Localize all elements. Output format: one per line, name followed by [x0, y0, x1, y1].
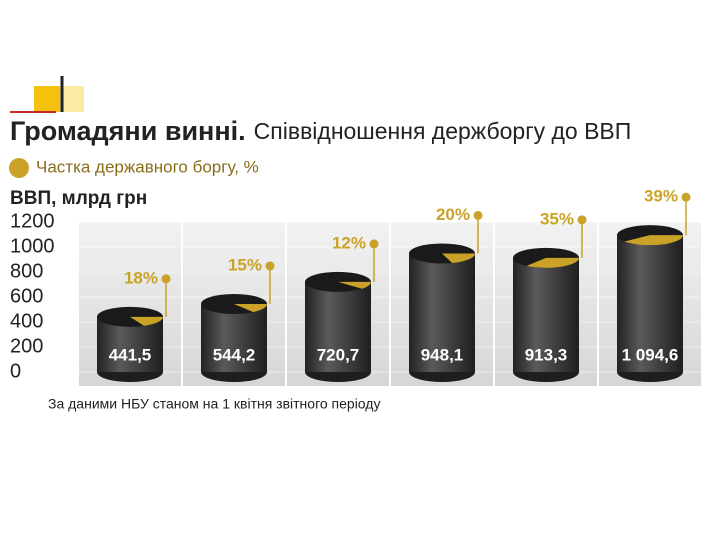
bar [305, 281, 371, 372]
y-tick-label: 1200 [10, 210, 55, 232]
value-label: 913,3 [525, 345, 568, 364]
bar [617, 235, 683, 372]
share-label: 12% [332, 233, 366, 252]
legend-label: Частка державного боргу, % [36, 157, 259, 176]
share-wedge [130, 316, 163, 326]
logo [10, 76, 84, 113]
value-label: 441,5 [109, 345, 152, 364]
leader-dot [681, 192, 691, 202]
share-label: 35% [540, 209, 574, 228]
bar [409, 253, 475, 372]
share-wedge [338, 281, 371, 289]
y-tick-label: 800 [10, 260, 43, 282]
y-tick-label: 0 [10, 360, 21, 382]
value-label: 948,1 [421, 345, 464, 364]
share-label: 15% [228, 255, 262, 274]
chart-title: Громадяни винні. Співвідношення держборгу… [10, 116, 631, 146]
bar [513, 257, 579, 372]
value-label: 1 094,6 [622, 345, 679, 364]
leader-dot [577, 215, 587, 225]
title: Громадяни винні. [10, 116, 246, 146]
share-label: 39% [644, 187, 678, 206]
share-label: 18% [124, 268, 158, 287]
share-wedge [624, 235, 683, 246]
leader-dot [369, 239, 379, 249]
bar [201, 303, 267, 372]
y-tick-label: 200 [10, 335, 43, 357]
subtitle: Співвідношення держборгу до ВВП [254, 118, 632, 144]
share-wedge [526, 257, 579, 268]
leader-dot [473, 210, 483, 220]
value-label: 720,7 [317, 345, 360, 364]
source: За даними НБУ станом на 1 квітня звітног… [48, 396, 380, 412]
share-label: 20% [436, 205, 470, 224]
leader-dot [161, 274, 171, 284]
share-wedge [442, 253, 475, 263]
leader-dot [265, 261, 275, 271]
value-label: 544,2 [213, 345, 256, 364]
y-tick-label: 400 [10, 310, 43, 332]
share-wedge [234, 303, 267, 313]
legend-swatch [9, 158, 29, 178]
y-tick-label: 600 [10, 285, 43, 307]
y-axis-label: ВВП, млрд грн [10, 188, 147, 209]
y-tick-label: 1000 [10, 235, 55, 257]
